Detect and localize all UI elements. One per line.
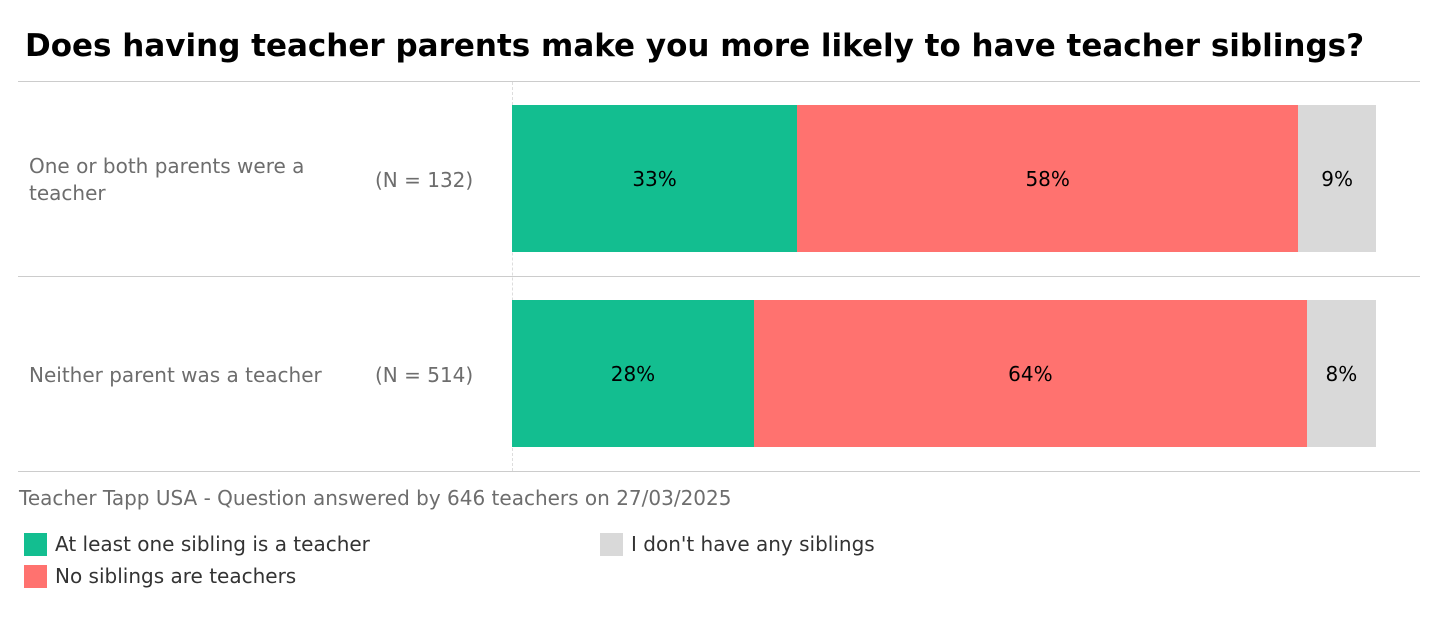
chart-title: Does having teacher parents make you mor… xyxy=(25,28,1365,64)
category-label-parents-teacher: One or both parents were a teacher xyxy=(29,154,305,205)
bar-segment-parents-teacher-sibling-teacher: 33% xyxy=(512,105,798,252)
divider-bottom xyxy=(18,471,1420,472)
data-label-parents-teacher-no-siblings-teachers: 58% xyxy=(1025,166,1070,191)
bar-row-neither-parent: 28% 64% 8% xyxy=(512,300,1376,447)
sample-size-parents-teacher: (N = 132) xyxy=(375,168,474,192)
bar-segment-neither-parent-no-siblings-teachers: 64% xyxy=(753,300,1307,447)
divider-middle xyxy=(18,276,1420,277)
legend-item-no-siblings-teachers: No siblings are teachers xyxy=(24,564,296,588)
legend-item-sibling-teacher: At least one sibling is a teacher xyxy=(24,532,370,556)
bar-segment-neither-parent-no-siblings: 8% xyxy=(1306,300,1376,447)
legend-swatch-sibling-teacher xyxy=(24,532,47,556)
legend-swatch-no-siblings xyxy=(600,532,623,556)
bar-segment-neither-parent-sibling-teacher: 28% xyxy=(512,300,754,447)
legend-label-no-siblings-teachers: No siblings are teachers xyxy=(55,564,297,588)
category-label-neither-parent: Neither parent was a teacher xyxy=(29,362,322,387)
legend-item-no-siblings: I don't have any siblings xyxy=(600,532,875,556)
bar-row-parents-teacher: 33% 58% 9% xyxy=(512,105,1376,252)
bar-segment-parents-teacher-no-siblings: 9% xyxy=(1298,105,1376,252)
divider-top xyxy=(18,81,1420,82)
legend-swatch-no-siblings-teachers xyxy=(24,564,47,588)
data-label-neither-parent-no-siblings-teachers: 64% xyxy=(1008,361,1053,386)
data-label-parents-teacher-no-siblings: 9% xyxy=(1321,166,1353,191)
legend-label-sibling-teacher: At least one sibling is a teacher xyxy=(55,532,370,556)
data-label-parents-teacher-sibling-teacher: 33% xyxy=(632,166,677,191)
data-label-neither-parent-sibling-teacher: 28% xyxy=(610,361,656,386)
data-label-neither-parent-no-siblings: 8% xyxy=(1325,361,1358,386)
legend-label-no-siblings: I don't have any siblings xyxy=(631,532,875,556)
sample-size-neither-parent: (N = 514) xyxy=(375,363,474,387)
bar-segment-parents-teacher-no-siblings-teachers: 58% xyxy=(797,105,1299,252)
source-note: Teacher Tapp USA - Question answered by … xyxy=(19,486,732,510)
axis-baseline xyxy=(512,82,513,471)
